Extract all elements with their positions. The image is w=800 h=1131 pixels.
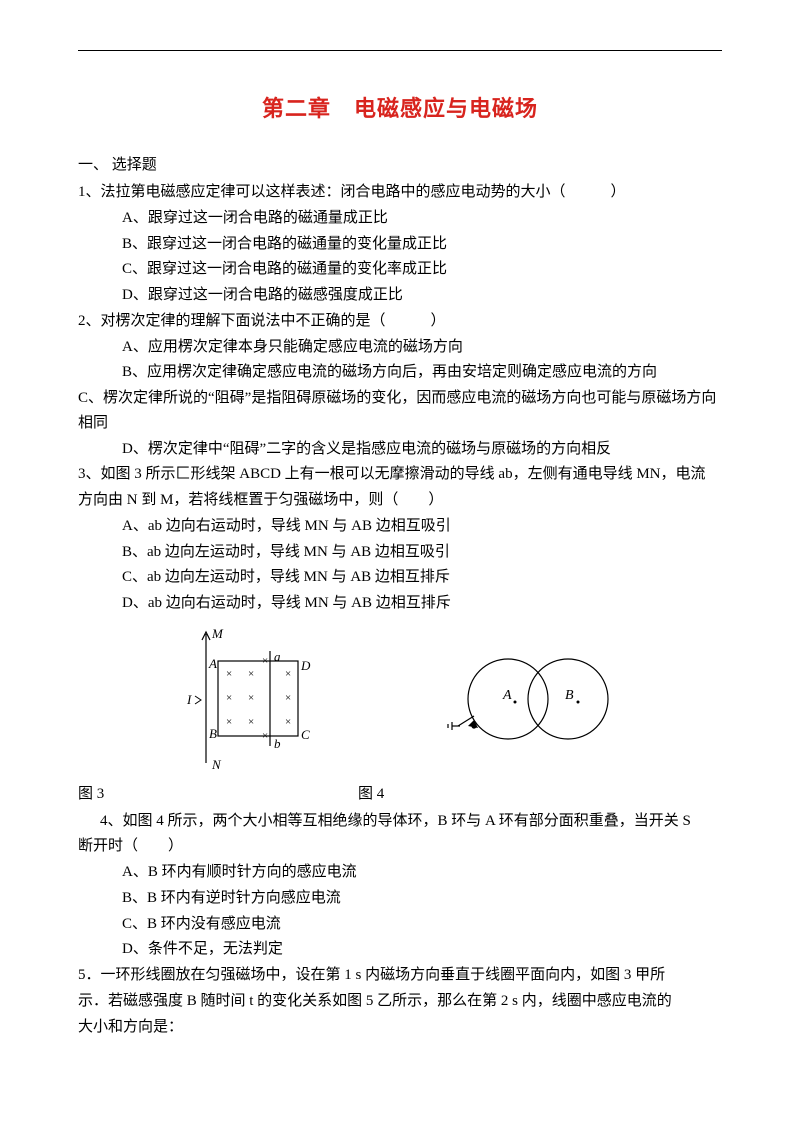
q4-opt-c: C、B 环内没有感应电流 <box>78 912 722 937</box>
svg-text:×: × <box>226 716 232 728</box>
fig4-label-B: B <box>565 688 574 703</box>
q5-line-2: 示．若磁感强度 B 随时间 t 的变化关系如图 5 乙所示，那么在第 2 s 内… <box>78 989 722 1014</box>
q3-stem-1: 3、如图 3 所示匚形线架 ABCD 上有一根可以无摩擦滑动的导线 ab，左侧有… <box>78 462 722 487</box>
svg-text:×: × <box>262 730 268 742</box>
section-1-heading: 一、 选择题 <box>78 153 722 178</box>
svg-text:×: × <box>226 668 232 680</box>
svg-text:×: × <box>248 716 254 728</box>
svg-text:×: × <box>248 668 254 680</box>
q4-opt-a: A、B 环内有顺时针方向的感应电流 <box>78 860 722 885</box>
fig3-label-D: D <box>300 658 311 673</box>
q1-stem: 1、法拉第电磁感应定律可以这样表述：闭合电路中的感应电动势的大小（ ） <box>78 180 722 205</box>
svg-text:×: × <box>226 692 232 704</box>
q2-opt-c: C、楞次定律所说的“阻碍”是指阻碍原磁场的变化，因而感应电流的磁场方向也可能与原… <box>78 386 722 436</box>
q4-opt-b: B、B 环内有逆时针方向感应电流 <box>78 886 722 911</box>
q3-opt-b: B、ab 边向左运动时，导线 MN 与 AB 边相互吸引 <box>78 540 722 565</box>
svg-text:×: × <box>285 692 291 704</box>
fig3-label-a: a <box>274 649 281 664</box>
svg-text:×: × <box>285 716 291 728</box>
q1-opt-d: D、跟穿过这一闭合电路的磁感强度成正比 <box>78 283 722 308</box>
q2-opt-b: B、应用楞次定律确定感应电流的磁场方向后，再由安培定则确定感应电流的方向 <box>78 360 722 385</box>
fig3-label-C: C <box>301 727 310 742</box>
figure-4-diagram: A B <box>438 644 638 754</box>
figure-3-diagram: M N I A B D C a b × × × × × × × × × × × <box>168 626 328 771</box>
q2-stem: 2、对楞次定律的理解下面说法中不正确的是（ ） <box>78 309 722 334</box>
q1-opt-a: A、跟穿过这一闭合电路的磁通量成正比 <box>78 206 722 231</box>
top-rule <box>78 50 722 51</box>
fig3-label-N: N <box>211 757 222 771</box>
q4-stem-2: 断开时（ ） <box>78 834 722 859</box>
q2-opt-a: A、应用楞次定律本身只能确定感应电流的磁场方向 <box>78 335 722 360</box>
svg-text:×: × <box>248 692 254 704</box>
q4-stem-1: 4、如图 4 所示，两个大小相等互相绝缘的导体环，B 环与 A 环有部分面积重叠… <box>78 809 722 834</box>
q2-opt-d: D、楞次定律中“阻碍”二字的含义是指感应电流的磁场与原磁场的方向相反 <box>78 437 722 462</box>
q1-opt-c: C、跟穿过这一闭合电路的磁通量的变化率成正比 <box>78 257 722 282</box>
fig4-caption: 图 4 <box>358 782 384 807</box>
svg-text:×: × <box>262 655 268 667</box>
chapter-title: 第二章 电磁感应与电磁场 <box>78 91 722 127</box>
figure-row: M N I A B D C a b × × × × × × × × × × × <box>78 624 722 774</box>
fig3-label-B: B <box>209 726 217 741</box>
q1-opt-b: B、跟穿过这一闭合电路的磁通量的变化量成正比 <box>78 232 722 257</box>
q3-stem-2: 方向由 N 到 M，若将线框置于匀强磁场中，则（ ） <box>78 488 722 513</box>
fig3-caption: 图 3 <box>78 782 358 807</box>
fig3-label-M: M <box>211 626 224 641</box>
fig3-label-I: I <box>186 692 192 707</box>
q3-opt-d: D、ab 边向右运动时，导线 MN 与 AB 边相互排斥 <box>78 591 722 616</box>
fig4-label-A: A <box>502 688 512 703</box>
q3-opt-a: A、ab 边向右运动时，导线 MN 与 AB 边相互吸引 <box>78 514 722 539</box>
q4-opt-d: D、条件不足，无法判定 <box>78 937 722 962</box>
fig3-label-A: A <box>208 656 217 671</box>
svg-text:×: × <box>285 668 291 680</box>
q5-line-3: 大小和方向是： <box>78 1015 722 1040</box>
figure-captions: 图 3 图 4 <box>78 782 722 807</box>
q3-opt-c: C、ab 边向左运动时，导线 MN 与 AB 边相互排斥 <box>78 565 722 590</box>
q5-line-1: 5．一环形线圈放在匀强磁场中，设在第 1 s 内磁场方向垂直于线圈平面向内，如图… <box>78 963 722 988</box>
fig3-label-b: b <box>274 736 281 751</box>
